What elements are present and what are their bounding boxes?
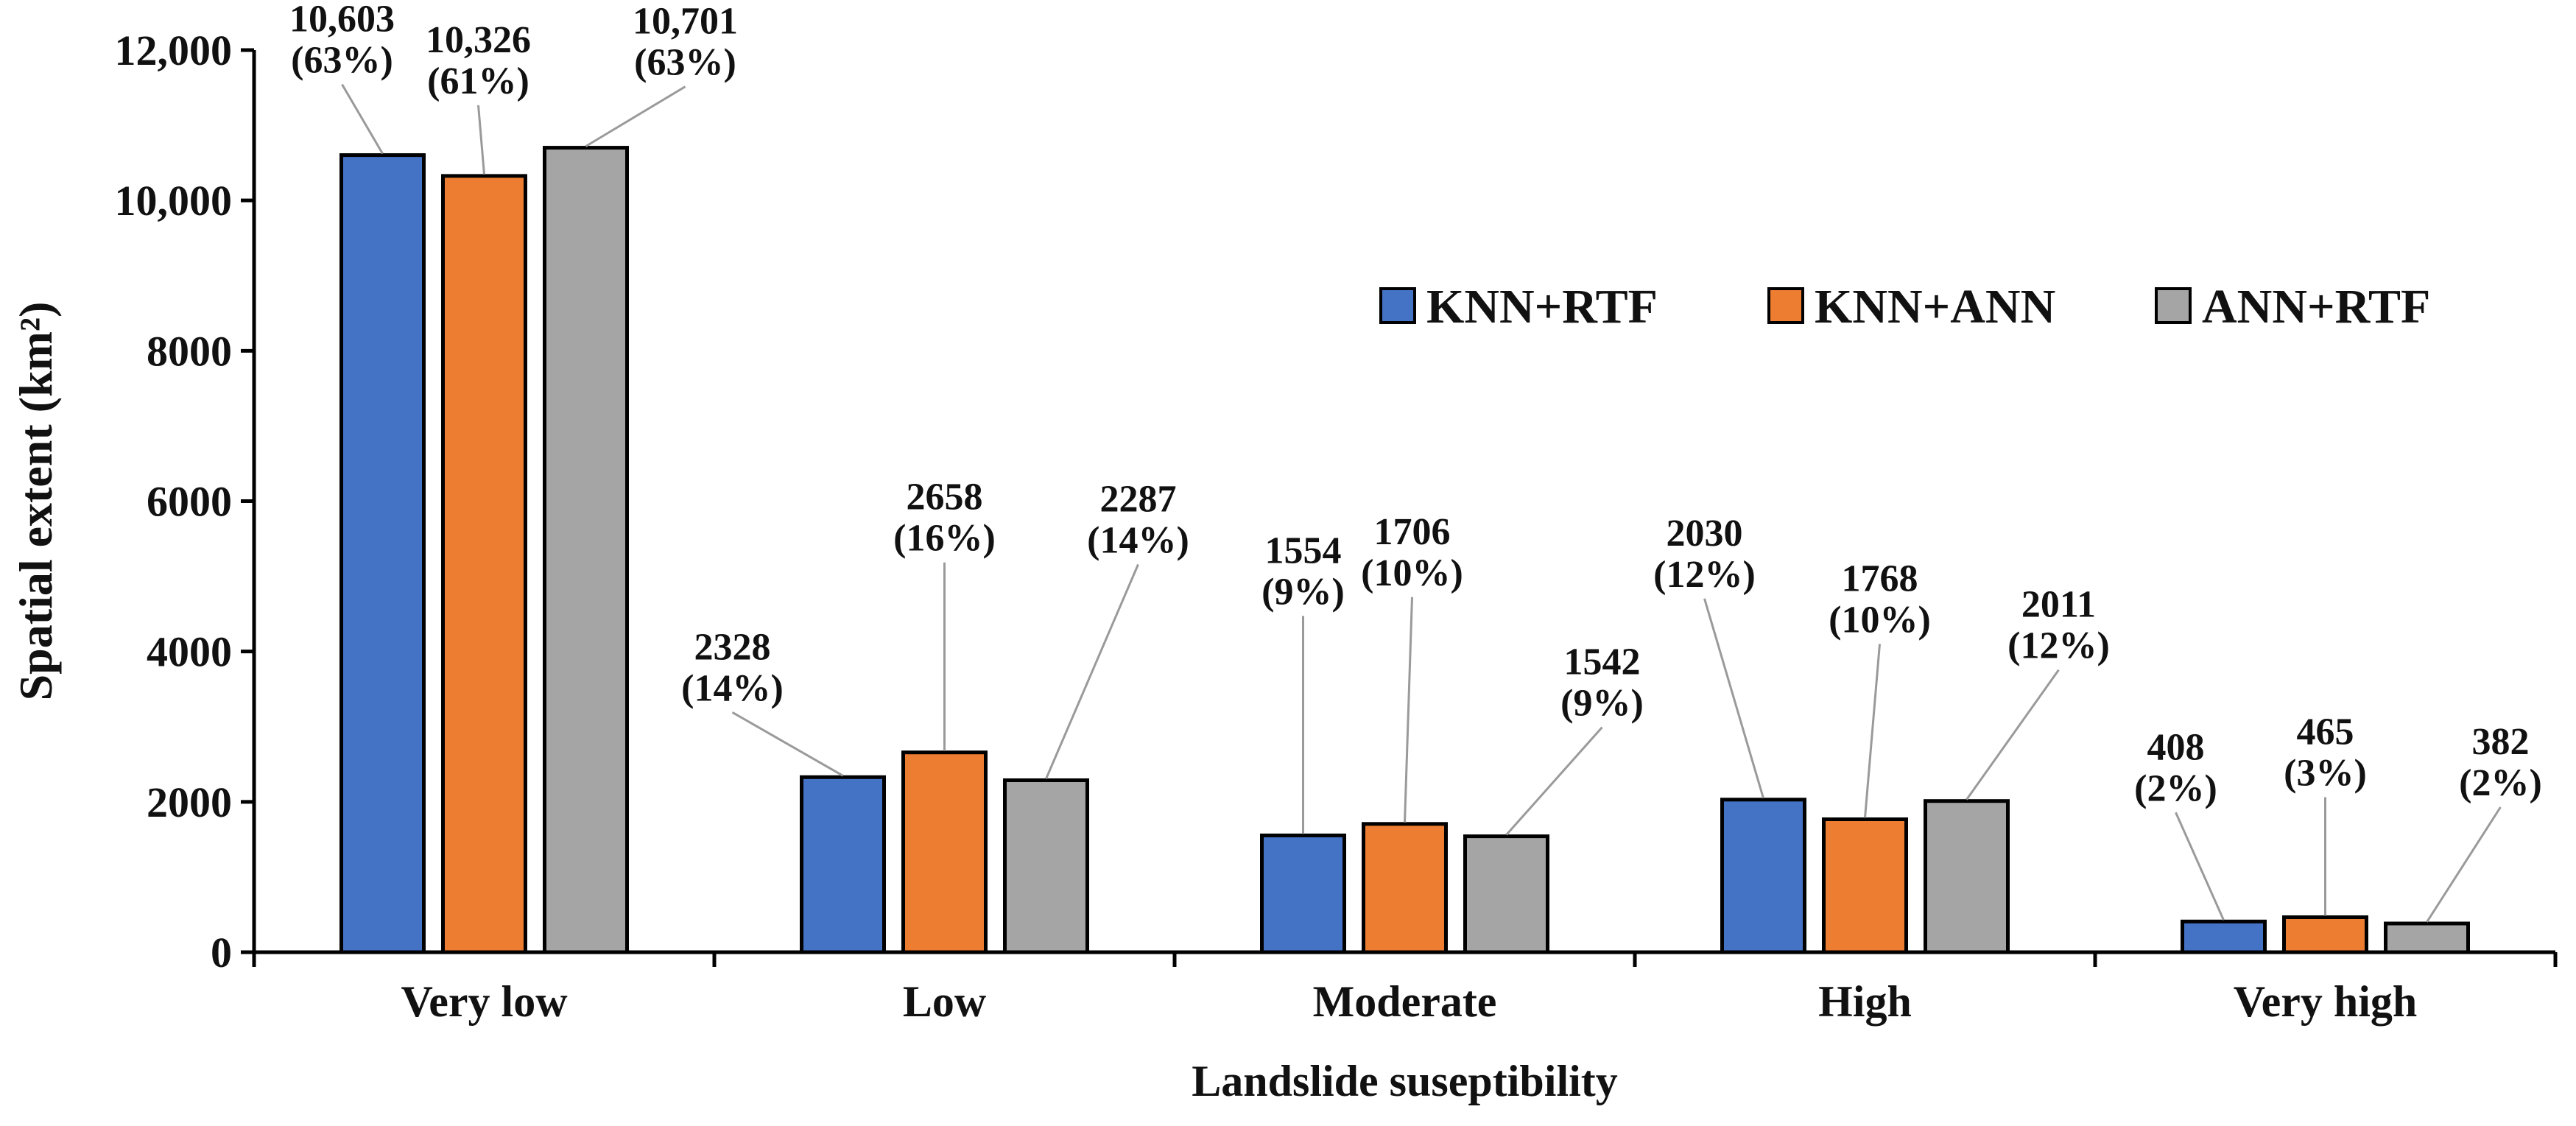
x-axis-title: Landslide suseptibility <box>1192 1057 1618 1105</box>
data-label-percent: (12%) <box>2007 625 2110 667</box>
data-label-value: 1542 <box>1564 641 1641 683</box>
data-label-value: 1768 <box>1842 558 1918 600</box>
data-label-value: 465 <box>2297 711 2354 753</box>
y-tick-label: 6000 <box>147 478 232 526</box>
bar-ann-rtf-high <box>1924 799 2010 954</box>
leader-line <box>1045 563 1139 780</box>
data-label-value: 408 <box>2147 726 2205 768</box>
y-tick-label: 2000 <box>147 778 232 826</box>
legend-label: ANN+RTF <box>2202 280 2430 334</box>
data-label-value: 1706 <box>1374 511 1451 553</box>
bar-ann-rtf-moderate <box>1463 834 1549 954</box>
y-tick-label: 4000 <box>147 628 232 676</box>
leader-line <box>585 85 686 147</box>
data-label-value: 10,701 <box>633 1 738 43</box>
legend-label: KNN+RTF <box>1426 280 1658 334</box>
bar-knn-ann-low <box>901 750 988 954</box>
bar-ann-rtf-very-high <box>2384 921 2470 954</box>
legend-swatch-ann-rtf <box>2155 287 2192 324</box>
leader-line <box>1966 669 2060 800</box>
bar-knn-ann-moderate <box>1362 822 1448 954</box>
data-label-value: 10,326 <box>426 19 531 61</box>
data-label-value: 2287 <box>1100 479 1177 521</box>
data-label-value: 1554 <box>1265 529 1342 571</box>
data-label-percent: (9%) <box>1261 571 1345 613</box>
bar-knn-ann-very-high <box>2282 915 2368 954</box>
data-label-percent: (14%) <box>1087 520 1189 562</box>
bar-knn-rtf-high <box>1720 798 1806 954</box>
leader-line <box>731 711 844 777</box>
data-labels-layer: 10,603(63%) 10,326(61%)10,701(63%)2328(14… <box>289 0 2542 809</box>
legend-swatch-knn-ann <box>1767 287 1804 324</box>
leader-line <box>1505 726 1603 836</box>
y-tick-label: 12,000 <box>115 27 233 74</box>
data-label-percent: (3%) <box>2284 753 2367 795</box>
y-tick-label: 8000 <box>147 327 232 375</box>
data-label-percent: (2%) <box>2459 762 2542 804</box>
x-tick-label: Low <box>903 977 987 1026</box>
leader-line <box>1703 598 1764 799</box>
data-label-percent: (12%) <box>1653 554 1756 596</box>
x-tick-label: Very low <box>401 977 568 1026</box>
y-axis-title: Spatial extent (km²) <box>10 302 62 701</box>
data-label-percent: (61%) <box>427 60 529 102</box>
data-label-percent: (63%) <box>291 40 393 82</box>
data-label-percent: (10%) <box>1361 552 1463 594</box>
data-label-value: 10,603 <box>289 0 395 41</box>
y-tick-label: 10,000 <box>115 177 233 225</box>
bar-knn-ann-high <box>1822 817 1908 954</box>
data-label-value: 2011 <box>2021 584 2096 626</box>
data-label-percent: (63%) <box>634 42 736 84</box>
legend: KNN+RTF KNN+ANN ANN+RTF <box>1379 280 2430 334</box>
bar-knn-rtf-very-low <box>339 153 426 954</box>
bar-knn-rtf-low <box>800 775 886 954</box>
data-label-percent: (2%) <box>2134 767 2217 809</box>
data-label-percent: (16%) <box>893 518 996 560</box>
leader-line <box>341 83 384 155</box>
leader-line <box>1864 644 1881 818</box>
data-label-value: 2658 <box>907 476 983 518</box>
data-label-percent: (14%) <box>681 667 784 709</box>
leader-line <box>2426 806 2502 923</box>
bar-ann-rtf-very-low <box>543 146 629 954</box>
bar-ann-rtf-low <box>1003 778 1089 954</box>
x-tick-label: Moderate <box>1313 977 1497 1026</box>
axes-layer: Very low Low Moderate High Very high 0 2000 400… <box>115 27 2558 1026</box>
data-label-value: 2328 <box>694 626 771 668</box>
x-tick-label: Very high <box>2234 977 2418 1026</box>
data-label-percent: (10%) <box>1829 599 1931 641</box>
leader-line <box>2175 812 2225 921</box>
leader-line <box>1404 597 1413 823</box>
leader-line <box>477 105 485 175</box>
y-tick-label: 0 <box>211 929 232 977</box>
x-tick-label: High <box>1818 977 1912 1026</box>
leader-lines-layer <box>341 83 2502 923</box>
data-label-percent: (9%) <box>1560 683 1644 725</box>
bars-layer <box>339 146 2470 954</box>
bar-knn-ann-very-low <box>441 174 527 954</box>
data-label-value: 2030 <box>1667 513 1743 555</box>
data-label-value: 382 <box>2472 721 2530 763</box>
bar-knn-rtf-very-high <box>2181 919 2267 954</box>
legend-label: KNN+ANN <box>1815 280 2055 334</box>
bar-knn-rtf-moderate <box>1260 833 1346 954</box>
legend-swatch-knn-rtf <box>1379 287 1416 324</box>
